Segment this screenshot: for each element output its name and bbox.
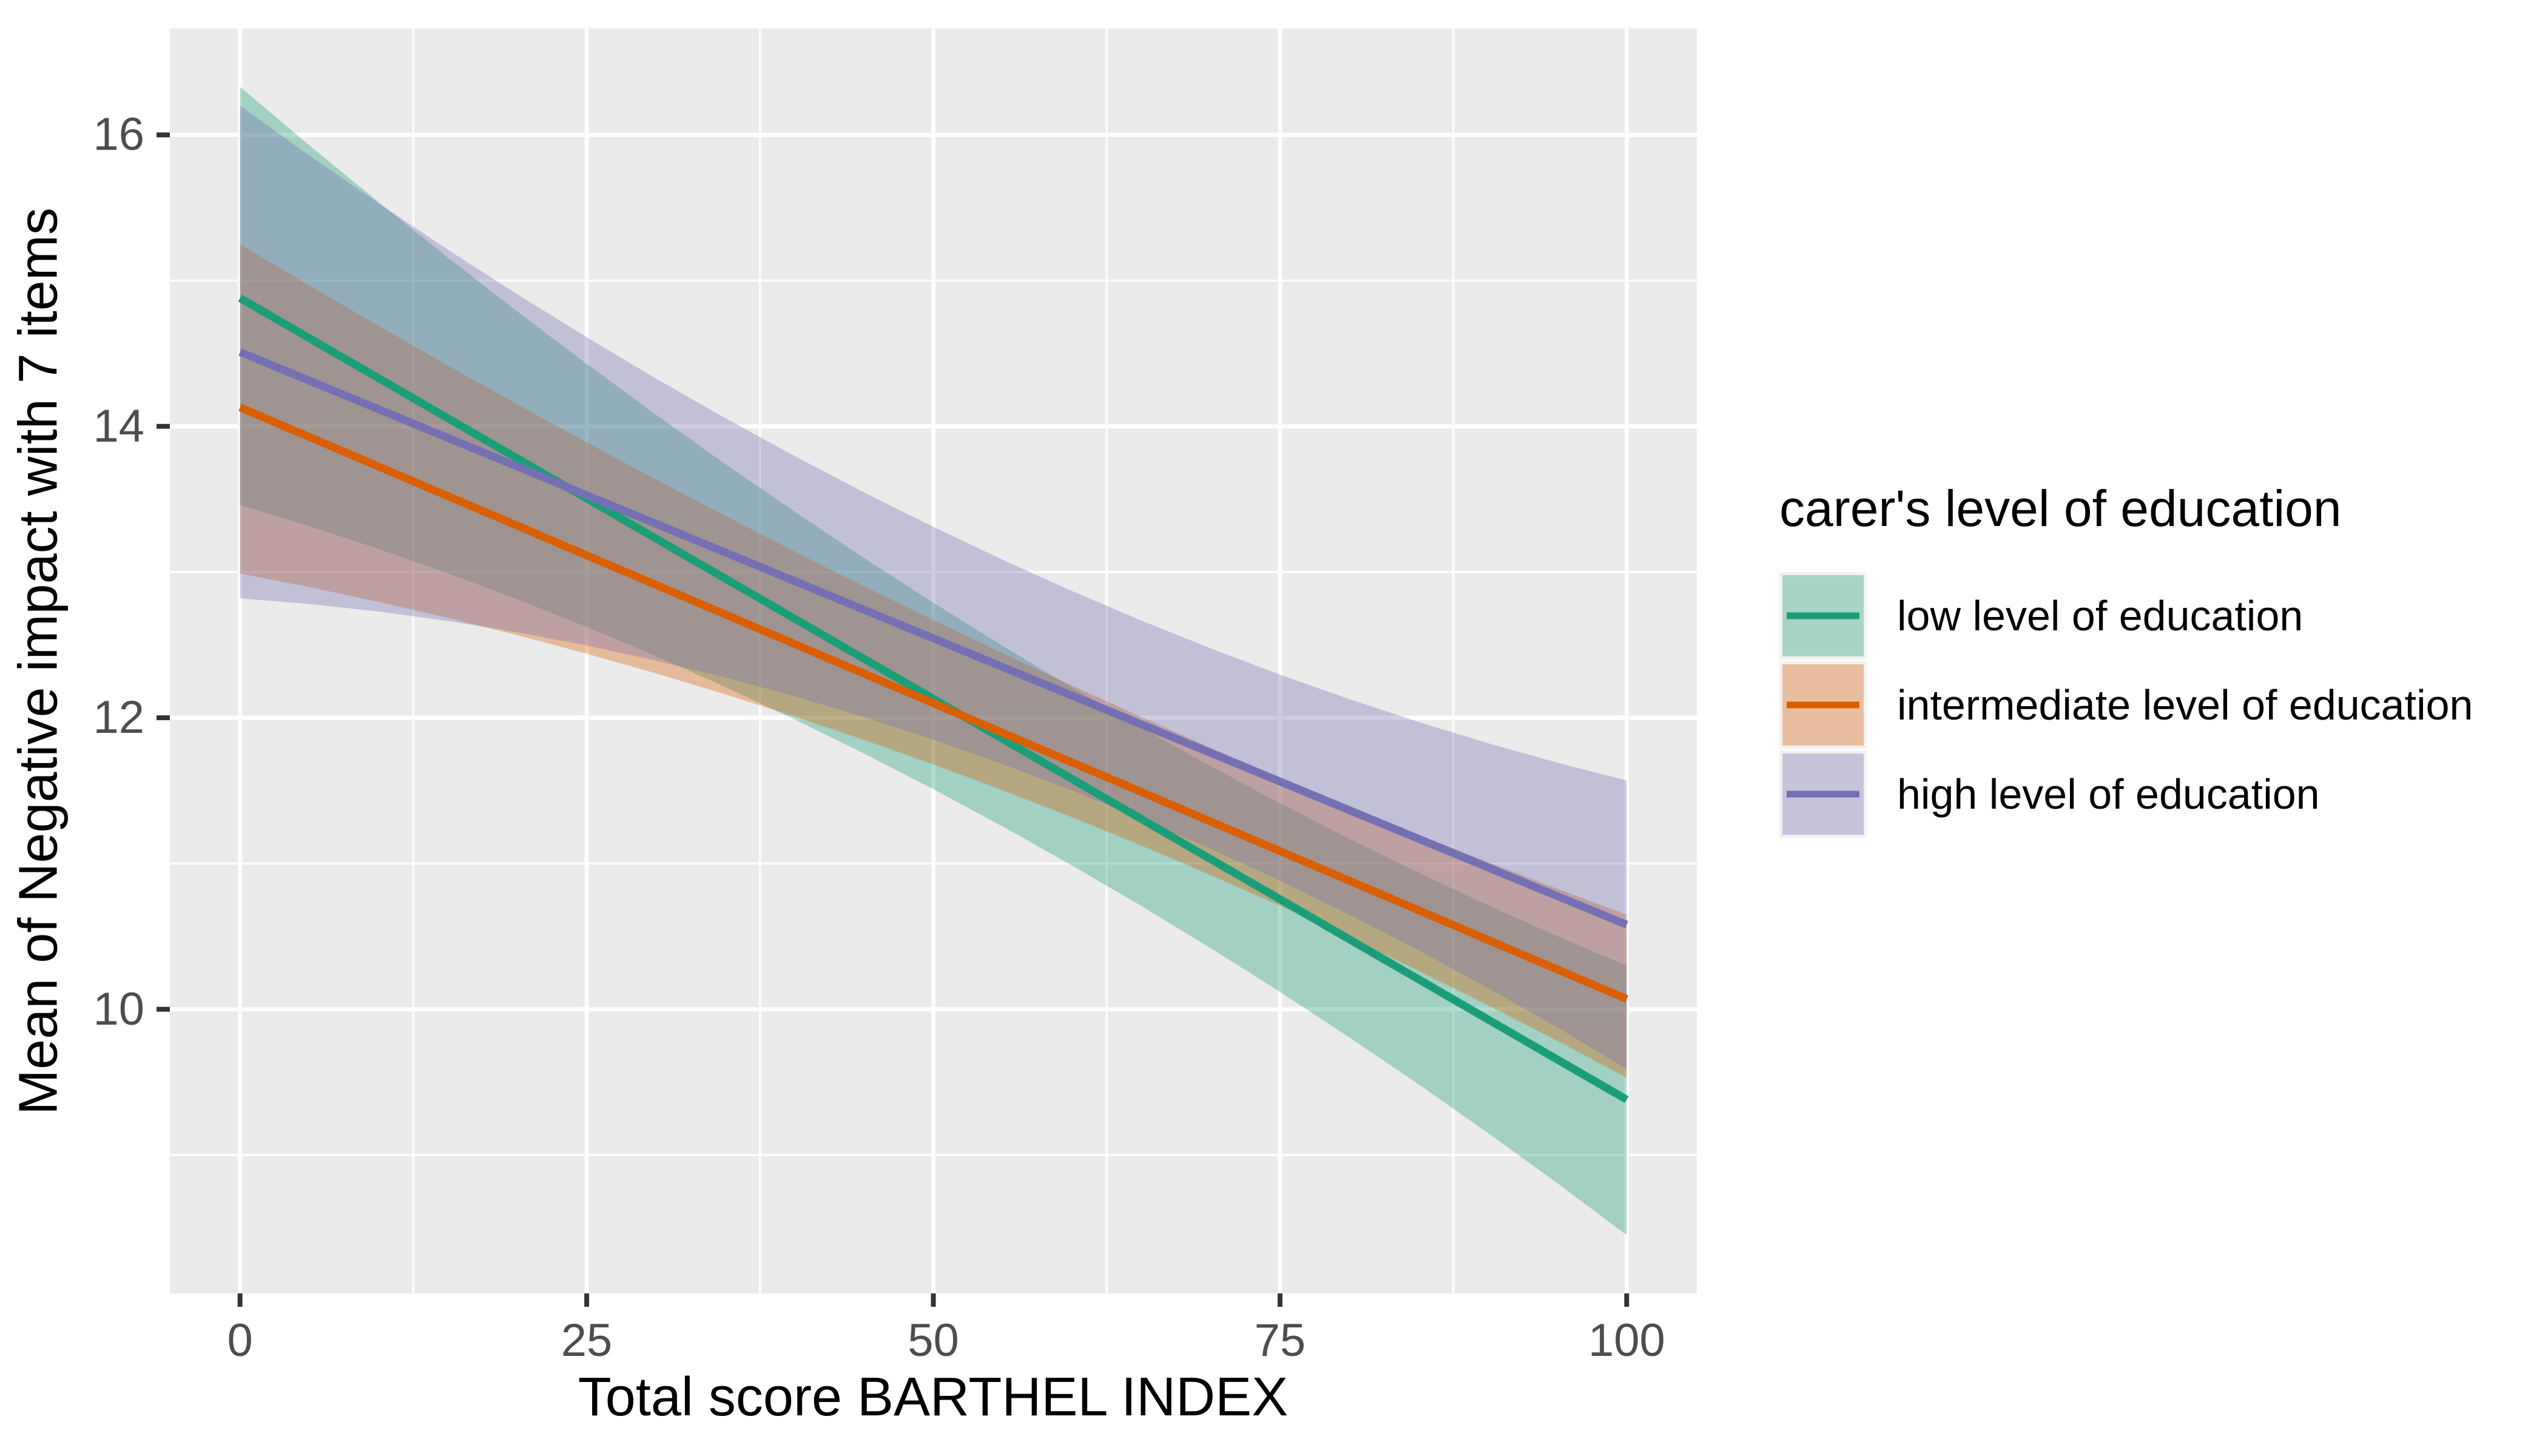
- legend-title: carer's level of education: [1779, 480, 2342, 537]
- line-series-0: [238, 294, 1629, 1104]
- line-series-2: [238, 348, 1628, 929]
- y-tick-label-14: 14: [93, 400, 144, 452]
- x-tick-label-50: 50: [908, 1315, 959, 1366]
- ribbon-series-2: [240, 106, 1627, 1070]
- legend-key-swatch: [1779, 750, 1867, 838]
- ribbon-series-0: [240, 87, 1627, 1235]
- x-tick-label-0: 0: [227, 1315, 253, 1366]
- confidence-ribbons: [240, 87, 1627, 1235]
- y-tick-label-16: 16: [93, 109, 144, 161]
- legend-item-0: low level of education: [1779, 572, 2473, 659]
- legend-key-line: [1787, 790, 1859, 798]
- legend-label: intermediate level of education: [1897, 681, 2473, 729]
- x-tick-label-100: 100: [1588, 1315, 1665, 1366]
- legend-item-2: high level of education: [1779, 750, 2473, 838]
- ribbon-series-1: [240, 244, 1627, 1078]
- x-tick-label-25: 25: [561, 1315, 613, 1366]
- y-tick-label-10: 10: [93, 983, 144, 1035]
- y-axis-title: Mean of Negative impact with 7 items: [8, 207, 69, 1115]
- legend-label: high level of education: [1897, 770, 2320, 818]
- legend-key-line: [1787, 701, 1859, 709]
- y-tick-label-12: 12: [93, 692, 144, 744]
- legend-label: low level of education: [1897, 592, 2304, 639]
- legend: carer's level of education low level of …: [1779, 479, 2473, 840]
- legend-key-swatch: [1779, 661, 1867, 749]
- legend-key-line: [1787, 612, 1859, 619]
- grid-major: [170, 29, 1697, 1293]
- regression-lines: [238, 294, 1629, 1104]
- legend-item-1: intermediate level of education: [1779, 661, 2473, 749]
- axis-ticks: [157, 132, 1630, 1307]
- x-axis-title: Total score BARTHEL INDEX: [578, 1367, 1289, 1427]
- line-series-1: [238, 403, 1628, 1003]
- legend-key-swatch: [1779, 572, 1867, 659]
- x-tick-label-75: 75: [1254, 1315, 1306, 1366]
- legend-items: low level of education intermediate level…: [1779, 572, 2473, 838]
